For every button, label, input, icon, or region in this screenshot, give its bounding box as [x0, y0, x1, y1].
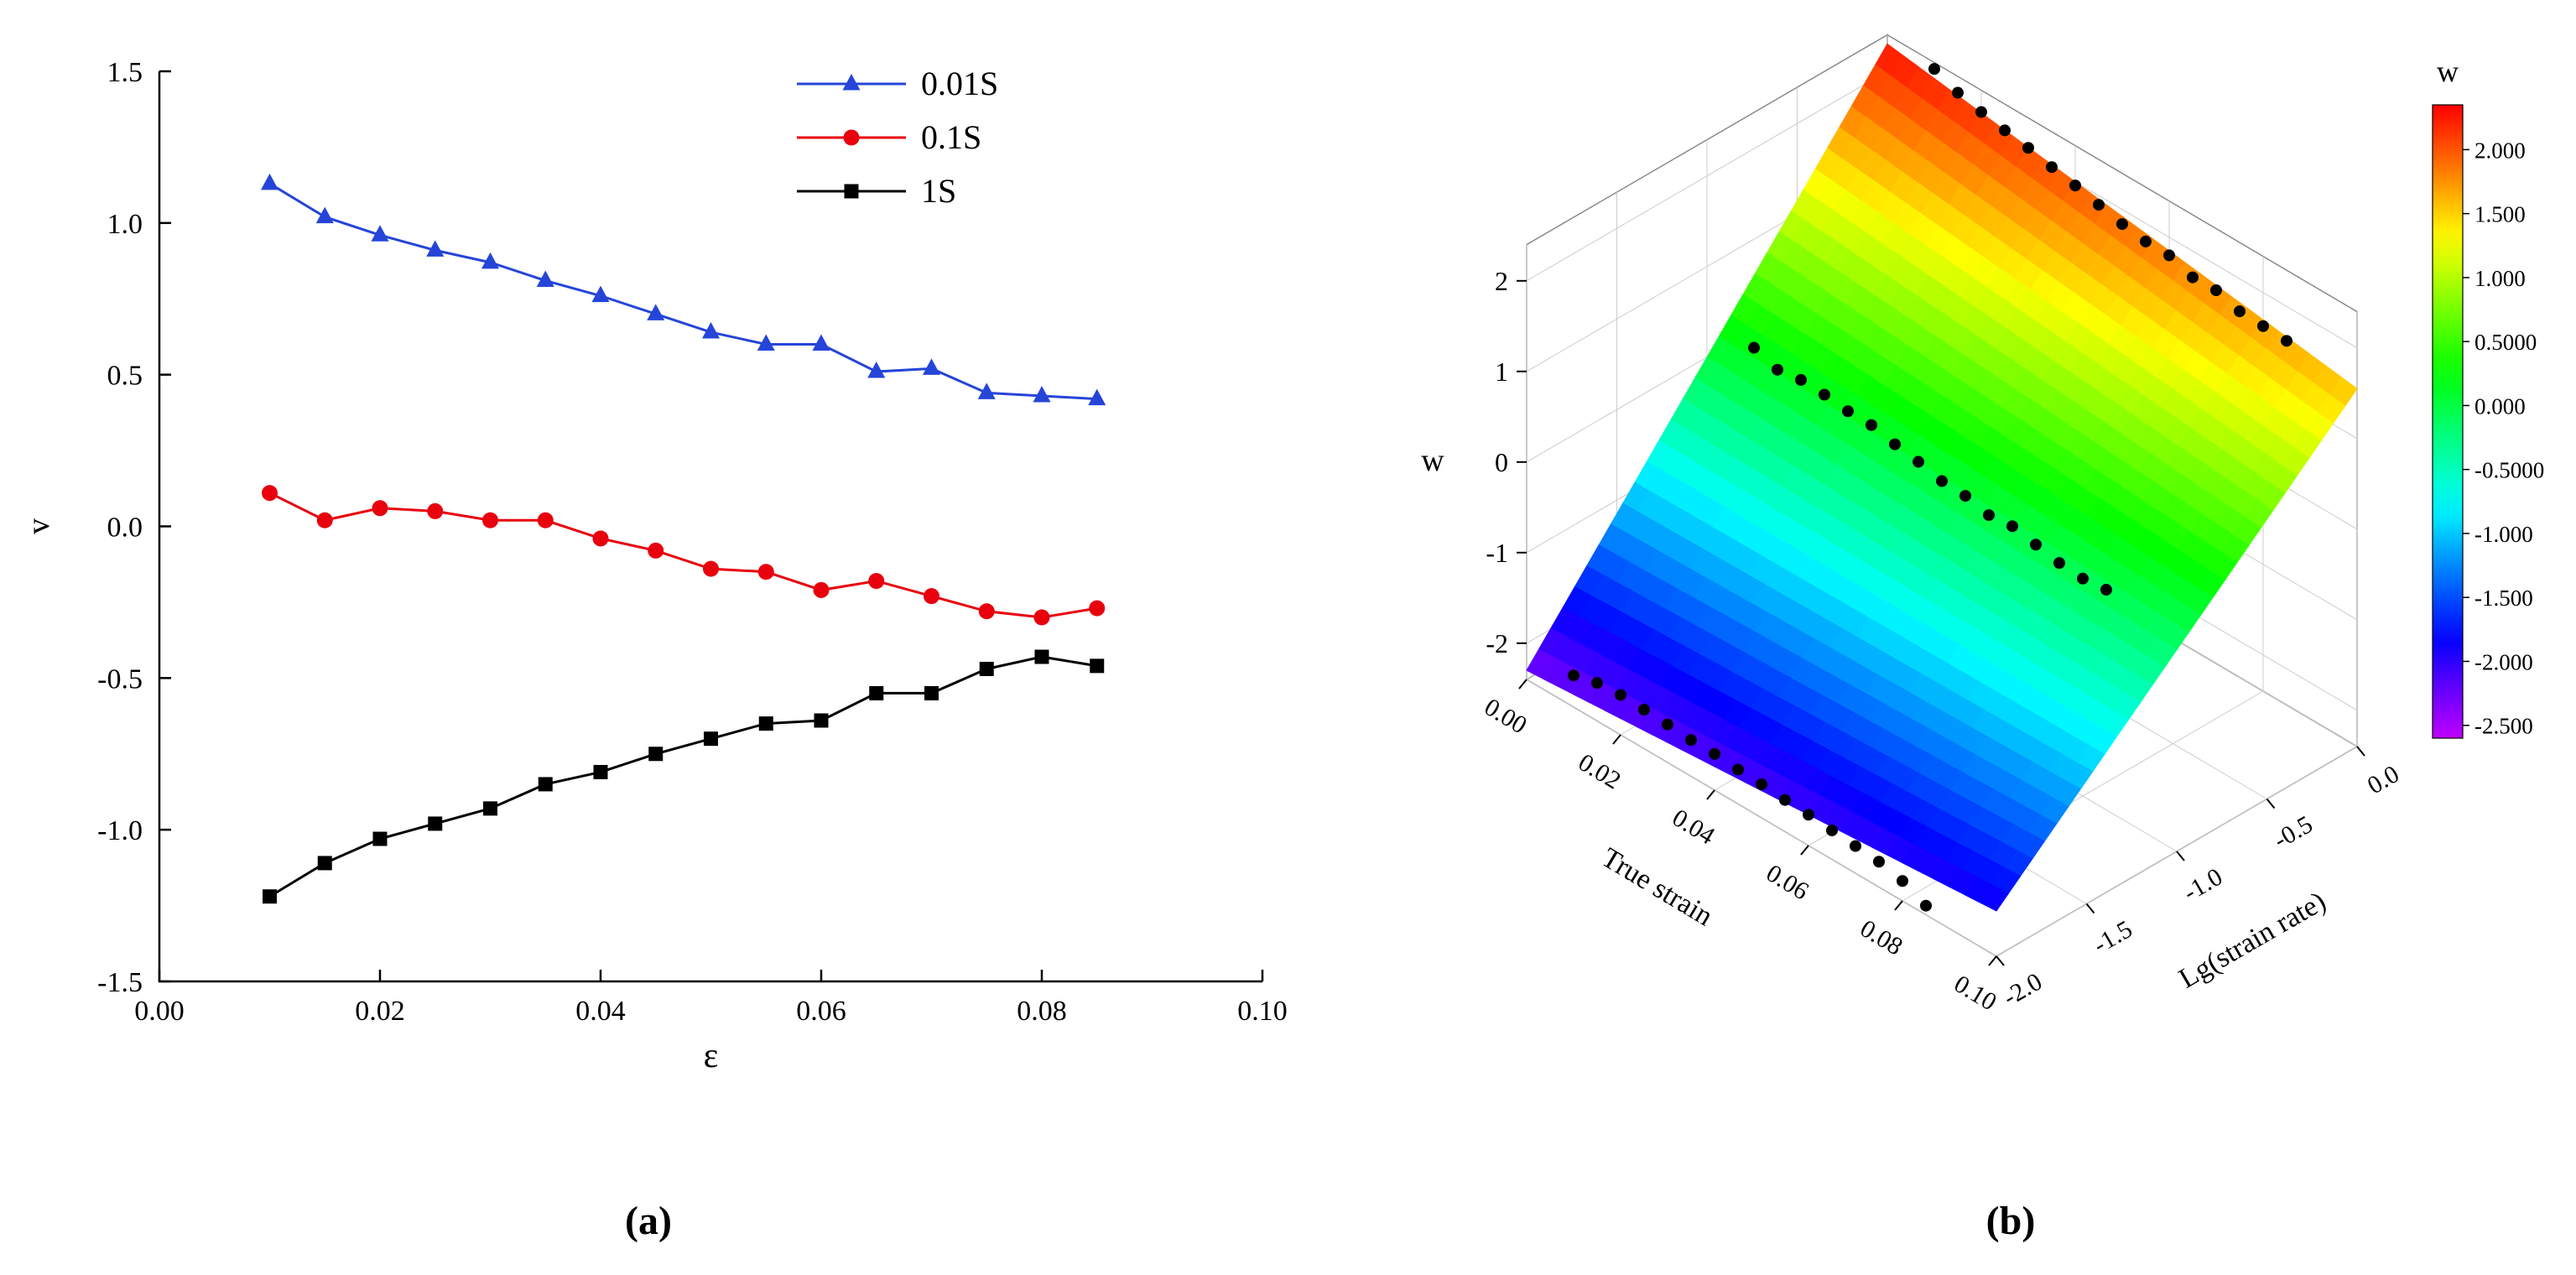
- svg-text:1.000: 1.000: [2475, 266, 2526, 291]
- svg-text:2.000: 2.000: [2475, 138, 2526, 163]
- svg-text:-1: -1: [1486, 538, 1508, 568]
- svg-text:-1.000: -1.000: [2475, 522, 2533, 547]
- svg-text:1: 1: [1495, 356, 1508, 387]
- series-0.01s: [261, 173, 1106, 406]
- svg-text:0.06: 0.06: [1762, 859, 1814, 905]
- a-axes: 0.00 0.02 0.04 0.06 0.08 0.10 -1.5 -1.0 -0.5 0.0 0…: [21, 57, 1288, 1075]
- svg-text:-2.000: -2.000: [2475, 649, 2533, 674]
- svg-text:True strain: True strain: [1596, 842, 1718, 932]
- svg-text:0.5000: 0.5000: [2475, 330, 2537, 355]
- svg-text:0.04: 0.04: [1668, 804, 1720, 850]
- svg-text:1.500: 1.500: [2475, 202, 2526, 227]
- svg-text:-1.500: -1.500: [2475, 585, 2533, 611]
- svg-text:v: v: [21, 518, 56, 534]
- svg-text:-2: -2: [1486, 628, 1508, 658]
- svg-text:w: w: [1421, 443, 1444, 478]
- legend: 0.01S 0.1S 1S: [797, 65, 998, 210]
- svg-text:0.0: 0.0: [2363, 760, 2404, 799]
- svg-text:0.00: 0.00: [1480, 693, 1532, 739]
- svg-text:0.06: 0.06: [796, 996, 846, 1027]
- svg-text:0.04: 0.04: [575, 996, 626, 1027]
- svg-text:1.5: 1.5: [107, 57, 143, 88]
- colorbar: 2.000 1.500 1.000 0.5000 0.000 -0.5000 -1.000 -…: [2432, 55, 2544, 739]
- svg-text:0.08: 0.08: [1855, 914, 1907, 960]
- surface-chart-panel-b: -2 -1 0 1 2 w 0.00 0.02 0.04 0.06 0.08 0.10 True str…: [1421, 34, 2544, 1017]
- svg-text:-2.0: -2.0: [1998, 968, 2047, 1012]
- series-0.1s: [262, 485, 1106, 626]
- svg-text:-0.5000: -0.5000: [2475, 458, 2544, 483]
- svg-text:0.00: 0.00: [134, 996, 185, 1027]
- svg-text:-0.5: -0.5: [97, 664, 143, 695]
- svg-text:ε: ε: [704, 1037, 719, 1075]
- svg-text:0.02: 0.02: [355, 996, 405, 1027]
- series-1s: [263, 649, 1105, 904]
- svg-text:0.01S: 0.01S: [921, 65, 998, 102]
- svg-text:0.0: 0.0: [107, 513, 143, 544]
- svg-text:1S: 1S: [921, 172, 956, 210]
- svg-text:0.5: 0.5: [107, 361, 143, 392]
- svg-text:2: 2: [1495, 266, 1508, 296]
- svg-text:0: 0: [1495, 447, 1508, 477]
- svg-text:0.02: 0.02: [1574, 748, 1626, 794]
- svg-text:0.10: 0.10: [1237, 996, 1288, 1027]
- svg-text:1.0: 1.0: [107, 209, 143, 240]
- svg-text:0.000: 0.000: [2475, 393, 2526, 419]
- svg-text:0.08: 0.08: [1017, 996, 1067, 1027]
- svg-text:0.1S: 0.1S: [921, 118, 981, 156]
- svg-text:-1.5: -1.5: [2089, 915, 2137, 959]
- svg-text:-2.500: -2.500: [2475, 714, 2533, 739]
- svg-text:-1.0: -1.0: [2178, 863, 2227, 907]
- svg-text:0.10: 0.10: [1949, 970, 2001, 1016]
- svg-text:-1.5: -1.5: [97, 967, 143, 998]
- panel-b-label: (b): [1985, 1199, 2036, 1243]
- scatter-points: [1568, 63, 2292, 912]
- panel-a-label: (a): [625, 1199, 672, 1243]
- line-chart-panel-a: 0.00 0.02 0.04 0.06 0.08 0.10 -1.5 -1.0 -0.5 0.0 0…: [21, 57, 1288, 1075]
- surface: [1526, 43, 2358, 912]
- svg-text:w: w: [2437, 55, 2459, 88]
- svg-text:-0.5: -0.5: [2269, 810, 2318, 854]
- svg-text:-1.0: -1.0: [97, 815, 143, 846]
